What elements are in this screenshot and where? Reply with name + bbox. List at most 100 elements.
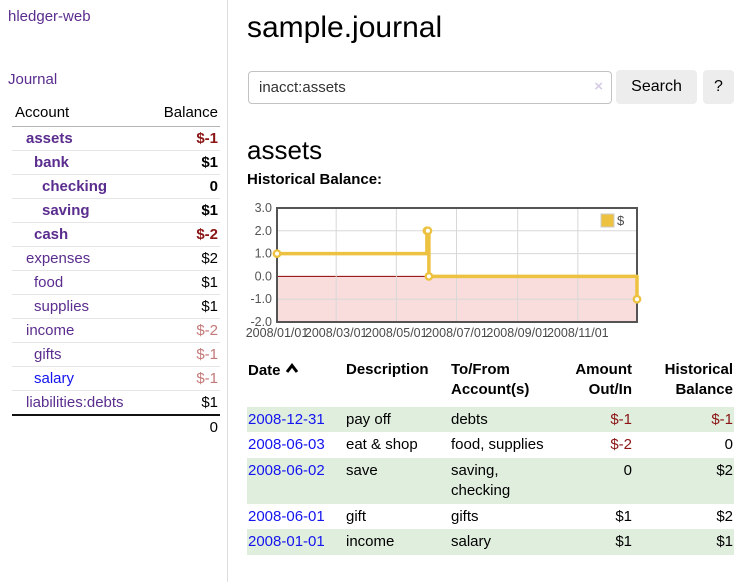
transaction-balance: $2: [633, 458, 734, 504]
legend-swatch: [600, 213, 615, 228]
transaction-date-link[interactable]: 2008-01-01: [248, 533, 325, 551]
sidebar-account-row: cash $-2: [12, 222, 220, 247]
sidebar-account-link[interactable]: checking: [42, 178, 108, 195]
register-row: 2008-01-01 income salary $1 $1: [247, 529, 734, 556]
register-header-balance: Historical Balance: [664, 361, 733, 399]
sidebar-account-row: saving $1: [12, 198, 220, 223]
sidebar-account-row: assets $-1: [12, 126, 220, 151]
transaction-accounts: saving, checking: [450, 458, 563, 504]
transaction-description: income: [345, 529, 450, 556]
sidebar-account-link[interactable]: expenses: [26, 250, 91, 267]
sidebar-account-balance: $-1: [148, 126, 220, 151]
app-brand-link[interactable]: hledger-web: [8, 8, 91, 25]
sidebar-account-link[interactable]: supplies: [34, 298, 90, 315]
transaction-description: pay off: [345, 406, 450, 433]
svg-text:2008/01/01: 2008/01/01: [246, 326, 309, 340]
transaction-accounts: food, supplies: [451, 436, 544, 454]
transaction-amount: $-1: [563, 406, 633, 433]
svg-text:1.0: 1.0: [255, 247, 272, 261]
sidebar: hledger-web Journal Account Balance asse…: [0, 0, 228, 582]
sidebar-account-balance: $1: [148, 270, 220, 295]
transaction-amount: 0: [563, 458, 633, 504]
register-table: Date Description To/From Account(s) Amou…: [247, 358, 734, 556]
register-header-tofrom: To/From Account(s): [451, 361, 530, 399]
sidebar-account-link[interactable]: saving: [42, 202, 90, 219]
sidebar-account-link[interactable]: salary: [34, 370, 75, 387]
search-input[interactable]: [248, 70, 612, 104]
transaction-description: gift: [346, 507, 367, 525]
transaction-balance: $2: [716, 507, 733, 525]
sidebar-account-row: bank $1: [12, 150, 220, 175]
clear-search-icon[interactable]: ×: [594, 77, 603, 95]
svg-text:2008/11/01: 2008/11/01: [547, 326, 609, 340]
sidebar-account-balance: $1: [148, 150, 220, 175]
chart-title: Historical Balance:: [247, 171, 383, 188]
register-row: 2008-12-31 pay off debts $-1 $-1: [247, 406, 734, 433]
sidebar-account-link[interactable]: liabilities:debts: [26, 394, 124, 411]
transaction-balance: $1: [633, 529, 734, 556]
sidebar-account-link[interactable]: food: [34, 274, 64, 291]
register-row: 2008-06-03 eat & shop food, supplies $-2…: [247, 432, 734, 458]
transaction-date-link[interactable]: 2008-06-02: [248, 462, 325, 480]
sidebar-account-balance: $-2: [148, 222, 220, 247]
transaction-date-link[interactable]: 2008-12-31: [248, 410, 325, 428]
sidebar-account-row: gifts $-1: [12, 342, 220, 367]
help-button[interactable]: ?: [703, 70, 734, 104]
search-button[interactable]: Search: [616, 70, 697, 104]
transaction-accounts: debts: [450, 406, 563, 433]
accounts-table-account-header: Account: [12, 101, 149, 127]
sidebar-account-row: food $1: [12, 270, 220, 295]
sidebar-account-balance: $1: [148, 294, 220, 319]
accounts-table-balance-header: Balance: [148, 101, 220, 127]
transaction-description: save: [345, 458, 450, 504]
transaction-accounts: gifts: [451, 507, 479, 525]
sidebar-account-row: expenses $2: [12, 246, 220, 271]
transaction-date-link[interactable]: 2008-06-01: [248, 507, 325, 525]
sidebar-account-link[interactable]: income: [26, 322, 75, 339]
transaction-description: eat & shop: [346, 436, 418, 454]
sidebar-total-balance: 0: [148, 414, 220, 439]
svg-text:2.0: 2.0: [255, 224, 272, 238]
register-row: 2008-06-02 save saving, checking 0 $2: [247, 458, 734, 504]
transaction-date-link[interactable]: 2008-06-03: [248, 436, 325, 454]
transaction-amount: $-2: [610, 436, 632, 454]
register-header-amount: Amount Out/In: [575, 361, 632, 399]
sidebar-account-row: checking 0: [12, 174, 220, 199]
svg-text:2008/07/01: 2008/07/01: [425, 326, 488, 340]
transaction-amount: $1: [615, 507, 632, 525]
legend-label: $: [617, 213, 625, 228]
transaction-balance: $-1: [633, 406, 734, 433]
sidebar-account-balance: $2: [148, 246, 220, 271]
svg-text:2008/05/01: 2008/05/01: [365, 326, 428, 340]
register-header-date[interactable]: Date: [247, 358, 345, 407]
svg-text:3.0: 3.0: [255, 201, 272, 215]
sidebar-account-link[interactable]: assets: [26, 130, 73, 147]
accounts-table: Account Balance assets $-1 bank $1 check…: [12, 101, 220, 439]
svg-text:2008/09/01: 2008/09/01: [486, 326, 549, 340]
register-row: 2008-06-01 gift gifts $1 $2: [247, 504, 734, 530]
svg-text:-1.0: -1.0: [250, 292, 272, 306]
sidebar-account-link[interactable]: bank: [34, 154, 70, 171]
sidebar-account-balance: $-2: [148, 318, 220, 343]
sidebar-account-balance: $1: [148, 198, 220, 223]
main-content: sample.journal × Search ? assets Histori…: [229, 0, 742, 582]
transaction-balance: 0: [724, 436, 733, 454]
sidebar-account-row: supplies $1: [12, 294, 220, 319]
sidebar-account-link[interactable]: gifts: [34, 346, 62, 363]
sidebar-account-balance: $-1: [148, 366, 220, 391]
sidebar-account-balance: $-1: [148, 342, 220, 367]
search-input-wrap: ×: [248, 70, 612, 104]
historical-balance-chart: $3.0 2.0 1.0 0.0 -1.0 -2.02008/01/012008/03/0…: [246, 201, 642, 340]
sidebar-total-row: 0: [12, 414, 220, 439]
sidebar-account-row: salary $-1: [12, 366, 220, 391]
svg-text:-2.0: -2.0: [250, 315, 272, 329]
svg-text:2008/03/01: 2008/03/01: [305, 326, 368, 340]
sidebar-account-row: liabilities:debts $1: [12, 390, 220, 416]
search-form: × Search ?: [248, 70, 734, 104]
sort-asc-icon: [285, 360, 299, 380]
sidebar-account-balance: 0: [148, 174, 220, 199]
transaction-accounts: salary: [450, 529, 563, 556]
sidebar-item-journal[interactable]: Journal: [8, 71, 58, 88]
transaction-amount: $1: [563, 529, 633, 556]
sidebar-account-link[interactable]: cash: [34, 226, 69, 243]
